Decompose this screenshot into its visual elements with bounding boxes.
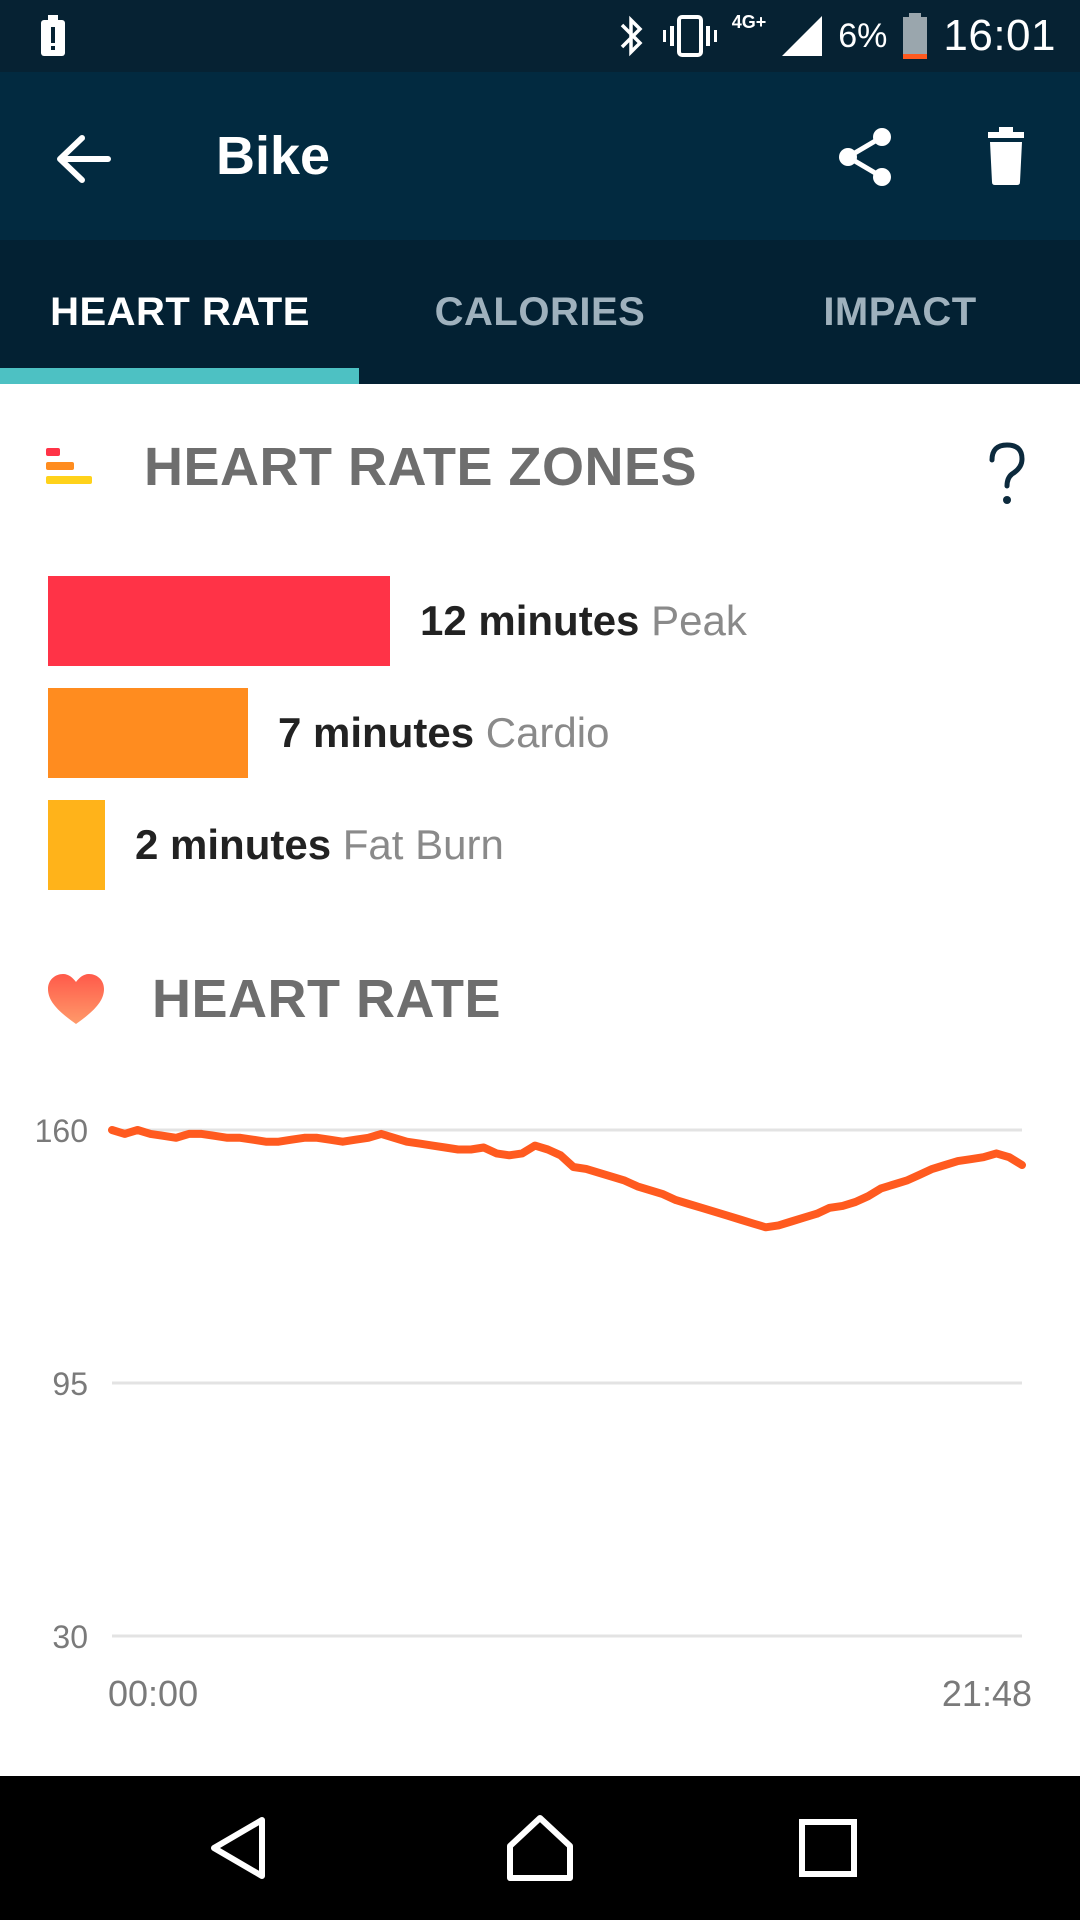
trash-icon[interactable] — [970, 122, 1040, 192]
nav-back-icon[interactable] — [200, 1808, 280, 1888]
navigation-bar — [0, 1776, 1080, 1920]
zone-row: 7 minutes Cardio — [48, 688, 609, 778]
bluetooth-icon — [620, 15, 643, 57]
y-tick-label: 30 — [52, 1619, 88, 1655]
heart-icon — [48, 974, 104, 1024]
zones-title: HEART RATE ZONES — [144, 437, 698, 497]
heart-rate-title: HEART RATE — [152, 969, 501, 1029]
y-tick-label: 160 — [35, 1113, 88, 1149]
battery-icon — [903, 13, 928, 59]
zone-bar — [48, 576, 390, 666]
active-tab-indicator — [0, 368, 359, 384]
heart-rate-series-line — [108, 1126, 1026, 1232]
zone-minutes: 2 minutes — [135, 821, 332, 868]
zone-name: Fat Burn — [342, 821, 504, 868]
zone-minutes: 12 minutes — [420, 597, 640, 644]
zone-minutes: 7 minutes — [278, 709, 475, 756]
tab-heart-rate[interactable]: HEART RATE — [50, 289, 310, 334]
x-tick-label-start: 00:00 — [108, 1673, 198, 1714]
back-arrow-icon[interactable] — [48, 124, 118, 194]
tab-bar: HEART RATE CALORIES IMPACT — [0, 240, 1080, 384]
tab-calories[interactable]: CALORIES — [434, 289, 646, 334]
page-title: Bike — [216, 126, 331, 186]
zone-row: 12 minutes Peak — [48, 576, 747, 666]
help-icon[interactable] — [982, 440, 1032, 510]
app-bar: Bike — [0, 72, 1080, 240]
clock: 16:01 — [943, 11, 1056, 60]
x-tick-label-end: 21:48 — [942, 1673, 1032, 1714]
nav-recents-icon[interactable] — [788, 1808, 868, 1888]
zone-bar — [48, 800, 105, 890]
battery-percent: 6% — [838, 16, 888, 55]
nav-home-icon[interactable] — [500, 1808, 580, 1888]
zone-label: 12 minutes Peak — [420, 597, 747, 645]
vibrate-icon — [662, 15, 717, 57]
share-icon[interactable] — [830, 122, 900, 192]
zone-name: Peak — [651, 597, 747, 644]
zones-bars-icon — [46, 448, 92, 484]
network-type-label: 4G+ — [731, 11, 767, 32]
heart-rate-chart: 160 95 30 00:00 21:48 — [35, 1113, 1032, 1714]
zone-label: 2 minutes Fat Burn — [135, 821, 504, 869]
alert-icon — [41, 15, 65, 56]
zone-bar — [48, 688, 248, 778]
zone-label: 7 minutes Cardio — [278, 709, 609, 757]
signal-icon — [782, 16, 823, 56]
status-bar: 4G+ 6% 16:01 — [0, 0, 1080, 72]
zone-row: 2 minutes Fat Burn — [48, 800, 504, 890]
y-tick-label: 95 — [52, 1366, 88, 1402]
zone-name: Cardio — [485, 709, 610, 756]
tab-impact[interactable]: IMPACT — [823, 289, 977, 334]
